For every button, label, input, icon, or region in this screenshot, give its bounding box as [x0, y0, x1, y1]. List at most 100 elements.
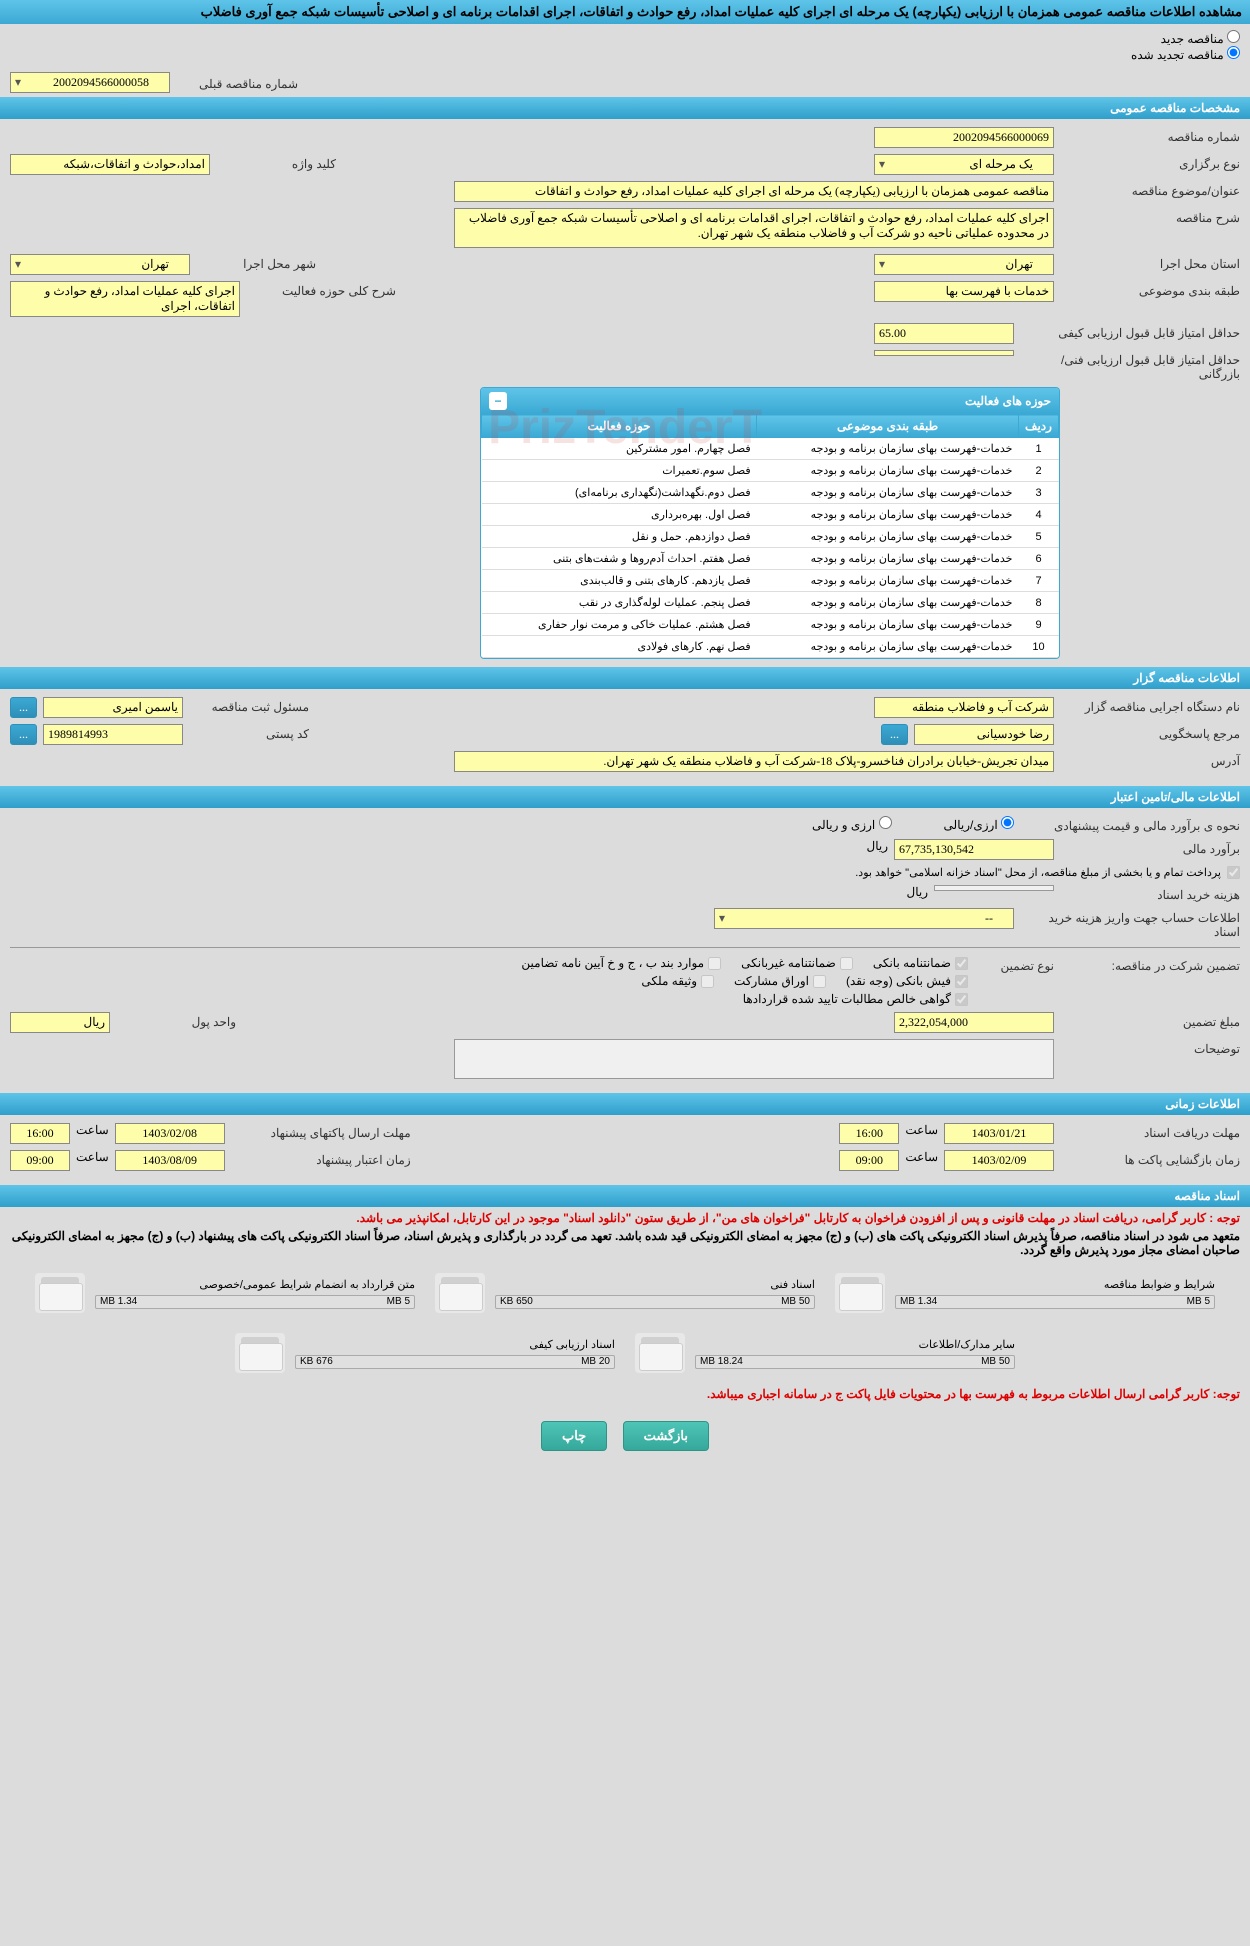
radio-rial[interactable]: ارزی/ریالی — [944, 816, 1014, 832]
reg-more-button[interactable]: ... — [10, 697, 37, 718]
table-cell: فصل پنجم. عملیات لوله‌گذاری در نقب — [482, 592, 757, 614]
doc-cost-unit: ریال — [906, 885, 928, 899]
post-value: 1989814993 — [43, 724, 183, 745]
radio-new[interactable]: مناقصه جدید — [1161, 32, 1240, 46]
notes-label: توضیحات — [1060, 1039, 1240, 1056]
doc-bar: 50 MB 650 KB — [495, 1295, 815, 1309]
g5-check: اوراق مشارکت — [734, 974, 826, 988]
folder-icon — [35, 1273, 85, 1313]
doc-cap: 5 MB — [1187, 1296, 1210, 1307]
doc-cap: 50 MB — [981, 1356, 1010, 1367]
folder-icon — [235, 1333, 285, 1373]
back-button[interactable]: بازگشت — [623, 1421, 709, 1451]
folder-icon — [635, 1333, 685, 1373]
doc-item[interactable]: متن قرارداد به انضمام شرایط عمومی/خصوصی … — [35, 1273, 415, 1313]
money-unit: ریال — [10, 1012, 110, 1033]
doc-label: متن قرارداد به انضمام شرایط عمومی/خصوصی — [95, 1278, 415, 1291]
acc-select[interactable]: -- — [714, 908, 1014, 929]
activity-table-container: حوزه های فعالیت − ردیفطبقه بندی موضوعیحو… — [480, 387, 1060, 659]
validity-date: 1403/08/09 — [115, 1150, 225, 1171]
scope-value: اجرای کلیه عملیات امداد، رفع حوادث و اتف… — [10, 281, 240, 317]
folder-icon — [435, 1273, 485, 1313]
table-cell: 7 — [1019, 570, 1059, 592]
t3: 09:00 — [839, 1150, 899, 1171]
doc-size: 1.34 MB — [100, 1296, 137, 1307]
doc-item[interactable]: شرایط و ضوابط مناقصه 5 MB 1.34 MB — [835, 1273, 1215, 1313]
docs-note1: توجه : کاربر گرامی، دریافت اسناد در مهلت… — [0, 1207, 1250, 1229]
table-cell: 8 — [1019, 592, 1059, 614]
table-cell: فصل هفتم. احداث آدم‌روها و شفت‌های بتنی — [482, 548, 757, 570]
table-cell: فصل اول. بهره‌برداری — [482, 504, 757, 526]
table-row: 3خدمات-فهرست بهای سازمان برنامه و بودجهف… — [482, 482, 1059, 504]
table-row: 6خدمات-فهرست بهای سازمان برنامه و بودجهف… — [482, 548, 1059, 570]
table-row: 1خدمات-فهرست بهای سازمان برنامه و بودجهف… — [482, 438, 1059, 460]
print-button[interactable]: چاپ — [541, 1421, 607, 1451]
type-select[interactable]: یک مرحله ای — [874, 154, 1054, 175]
radio-renew[interactable]: مناقصه تجدید شده — [1131, 48, 1240, 62]
city-select[interactable]: تهران — [10, 254, 190, 275]
docs-note2: متعهد می شود در اسناد مناقصه، صرفاً پذیر… — [0, 1229, 1250, 1263]
notes-value — [454, 1039, 1054, 1079]
table-cell: 3 — [1019, 482, 1059, 504]
pay-note-check — [1227, 866, 1240, 879]
table-row: 4خدمات-فهرست بهای سازمان برنامه و بودجهف… — [482, 504, 1059, 526]
table-cell: خدمات-فهرست بهای سازمان برنامه و بودجه — [757, 570, 1019, 592]
section-org: اطلاعات مناقصه گزار — [0, 667, 1250, 689]
est-value: 67,735,130,542 — [894, 839, 1054, 860]
doc-bar: 5 MB 1.34 MB — [895, 1295, 1215, 1309]
t2: 16:00 — [10, 1123, 70, 1144]
open-label: زمان بازگشایی پاکت ها — [1060, 1150, 1240, 1167]
desc-label: شرح مناقصه — [1060, 208, 1240, 225]
doc-item[interactable]: اسناد فنی 50 MB 650 KB — [435, 1273, 815, 1313]
est-label: برآورد مالی — [1060, 839, 1240, 856]
table-header-cell: طبقه بندی موضوعی — [757, 415, 1019, 438]
desc-value: اجرای کلیه عملیات امداد، رفع حوادث و اتف… — [454, 208, 1054, 248]
collapse-icon[interactable]: − — [489, 392, 507, 410]
dev-label: نام دستگاه اجرایی مناقصه گزار — [1060, 697, 1240, 714]
section-docs: اسناد مناقصه — [0, 1185, 1250, 1207]
table-header-cell: حوزه فعالیت — [482, 415, 757, 438]
table-cell: فصل چهارم. امور مشترکین — [482, 438, 757, 460]
resp-more-button[interactable]: ... — [881, 724, 908, 745]
table-cell: خدمات-فهرست بهای سازمان برنامه و بودجه — [757, 526, 1019, 548]
province-select[interactable]: تهران — [874, 254, 1054, 275]
table-cell: 1 — [1019, 438, 1059, 460]
doc-cost-label: هزینه خرید اسناد — [1060, 885, 1240, 902]
g2-check: ضمانتنامه غیربانکی — [741, 956, 853, 970]
t1: 16:00 — [839, 1123, 899, 1144]
guarantee-amt: 2,322,054,000 — [894, 1012, 1054, 1033]
acc-label: اطلاعات حساب جهت واریز هزینه خرید اسناد — [1020, 908, 1240, 939]
guarantee-label: تضمین شرکت در مناقصه: — [1060, 956, 1240, 973]
doc-item[interactable]: اسناد ارزیابی کیفی 20 MB 676 KB — [235, 1333, 615, 1373]
kw-value: امداد،حوادث و اتفاقات،شبکه — [10, 154, 210, 175]
doc-size: 1.34 MB — [900, 1296, 937, 1307]
table-cell: 4 — [1019, 504, 1059, 526]
table-cell: خدمات-فهرست بهای سازمان برنامه و بودجه — [757, 482, 1019, 504]
activity-table-title: حوزه های فعالیت — [965, 394, 1051, 408]
reg-label: مسئول ثبت مناقصه — [189, 697, 309, 714]
post-more-button[interactable]: ... — [10, 724, 37, 745]
doc-bar: 5 MB 1.34 MB — [95, 1295, 415, 1309]
est-unit: ریال — [866, 839, 888, 853]
doc-size: 650 KB — [500, 1296, 533, 1307]
money-unit-label: واحد پول — [116, 1012, 236, 1029]
radio-currency[interactable]: ارزی و ریالی — [812, 816, 892, 832]
subject-value: مناقصه عمومی همزمان با ارزیابی (یکپارچه)… — [454, 181, 1054, 202]
doc-item[interactable]: سایر مدارک/اطلاعات 50 MB 18.24 MB — [635, 1333, 1015, 1373]
divider — [10, 947, 1240, 948]
class-label: طبقه بندی موضوعی — [1060, 281, 1240, 298]
prev-num-select[interactable]: 2002094566000058 — [10, 72, 170, 93]
type-label: نوع برگزاری — [1060, 154, 1240, 171]
activity-table: ردیفطبقه بندی موضوعیحوزه فعالیت 1خدمات-ف… — [481, 414, 1059, 658]
table-row: 2خدمات-فهرست بهای سازمان برنامه و بودجهف… — [482, 460, 1059, 482]
table-cell: فصل سوم.تعمیرات — [482, 460, 757, 482]
table-row: 10خدمات-فهرست بهای سازمان برنامه و بودجه… — [482, 636, 1059, 658]
table-row: 5خدمات-فهرست بهای سازمان برنامه و بودجهف… — [482, 526, 1059, 548]
table-cell: 5 — [1019, 526, 1059, 548]
province-label: استان محل اجرا — [1060, 254, 1240, 271]
g6-check: وثیقه ملکی — [641, 974, 714, 988]
table-cell: 9 — [1019, 614, 1059, 636]
table-cell: خدمات-فهرست بهای سازمان برنامه و بودجه — [757, 548, 1019, 570]
doc-bar: 20 MB 676 KB — [295, 1355, 615, 1369]
doc-deadline: 1403/01/21 — [944, 1123, 1054, 1144]
